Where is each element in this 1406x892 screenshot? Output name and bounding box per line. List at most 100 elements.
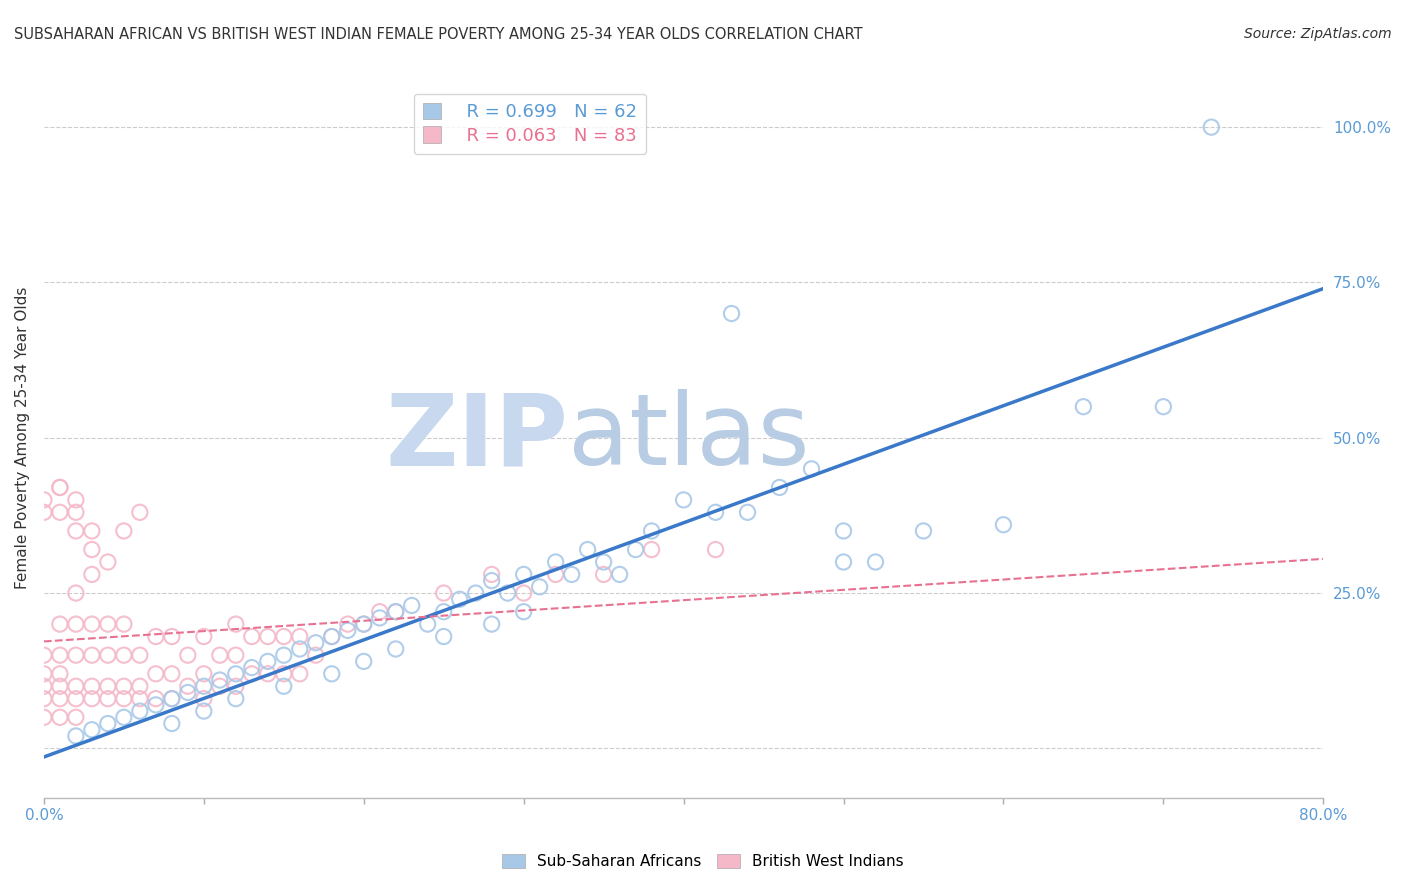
Point [720,306,742,320]
Point [160,691,183,706]
Text: ZIP: ZIP [385,389,568,486]
Point [49,691,72,706]
Point [80,679,103,693]
Point [240,660,263,674]
Point [704,505,727,519]
Point [49,617,72,632]
Point [288,666,311,681]
Point [336,624,359,638]
Point [225,666,247,681]
Point [32,666,55,681]
Point [97,648,120,663]
Point [737,505,759,519]
Point [256,654,278,668]
Point [128,505,150,519]
Point [336,617,359,632]
Point [208,673,231,687]
Point [112,710,135,724]
Point [240,630,263,644]
Point [592,567,614,582]
Point [401,599,423,613]
Point [512,605,534,619]
Point [368,611,391,625]
Point [672,492,695,507]
Point [160,691,183,706]
Point [1201,120,1223,135]
Point [481,574,503,588]
Point [256,630,278,644]
Point [640,524,662,538]
Point [112,617,135,632]
Point [177,679,200,693]
Point [80,617,103,632]
Point [80,723,103,737]
Point [273,679,295,693]
Point [32,710,55,724]
Point [433,586,456,600]
Point [32,679,55,693]
Point [80,648,103,663]
Point [65,586,87,600]
Point [49,480,72,494]
Point [208,648,231,663]
Point [32,691,55,706]
Point [353,617,375,632]
Point [65,492,87,507]
Point [193,630,215,644]
Point [193,666,215,681]
Point [225,679,247,693]
Point [49,505,72,519]
Point [433,630,456,644]
Point [464,586,486,600]
Point [128,691,150,706]
Point [225,617,247,632]
Point [576,542,599,557]
Point [912,524,935,538]
Point [305,636,328,650]
Point [112,679,135,693]
Text: Source: ZipAtlas.com: Source: ZipAtlas.com [1244,27,1392,41]
Point [353,654,375,668]
Point [368,605,391,619]
Point [49,648,72,663]
Point [193,704,215,718]
Point [273,666,295,681]
Point [80,524,103,538]
Point [496,586,519,600]
Point [97,679,120,693]
Point [49,679,72,693]
Point [1152,400,1174,414]
Point [273,648,295,663]
Point [288,642,311,657]
Point [32,505,55,519]
Point [225,648,247,663]
Point [321,630,343,644]
Point [273,630,295,644]
Y-axis label: Female Poverty Among 25-34 Year Olds: Female Poverty Among 25-34 Year Olds [15,286,30,589]
Point [416,617,439,632]
Point [97,716,120,731]
Point [65,729,87,743]
Point [112,691,135,706]
Point [128,648,150,663]
Point [97,617,120,632]
Text: SUBSAHARAN AFRICAN VS BRITISH WEST INDIAN FEMALE POVERTY AMONG 25-34 YEAR OLDS C: SUBSAHARAN AFRICAN VS BRITISH WEST INDIA… [14,27,863,42]
Point [384,605,406,619]
Point [65,691,87,706]
Point [145,630,167,644]
Point [832,524,855,538]
Point [592,555,614,569]
Point [177,685,200,699]
Point [193,691,215,706]
Point [49,480,72,494]
Point [49,666,72,681]
Point [65,524,87,538]
Point [145,691,167,706]
Point [384,605,406,619]
Point [624,542,647,557]
Point [160,630,183,644]
Point [32,648,55,663]
Point [768,480,790,494]
Text: atlas: atlas [568,389,810,486]
Point [529,580,551,594]
